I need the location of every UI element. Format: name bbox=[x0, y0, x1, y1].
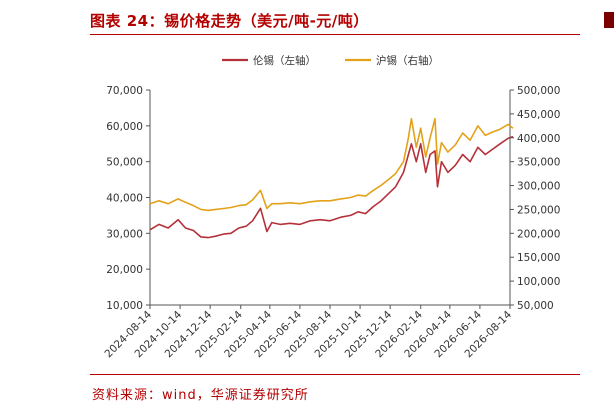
right-tick-label: 250,000 bbox=[517, 204, 560, 216]
right-tick-label: 200,000 bbox=[517, 228, 560, 240]
left-tick-label: 30,000 bbox=[106, 228, 143, 240]
right-tick-label: 350,000 bbox=[517, 157, 560, 169]
left-tick-label: 20,000 bbox=[106, 264, 143, 276]
left-tick-label: 60,000 bbox=[106, 121, 143, 133]
right-tick-label: 50,000 bbox=[517, 300, 554, 312]
x-axis-ticks: 2024-08-142024-10-142024-12-142025-02-14… bbox=[102, 305, 514, 360]
right-tick-label: 500,000 bbox=[517, 85, 560, 97]
series-line-shfe-tin bbox=[149, 117, 514, 212]
plot-area bbox=[149, 90, 514, 306]
series-line-lme-tin bbox=[149, 135, 514, 239]
legend-item-lme-label: 伦锡（左轴） bbox=[253, 54, 316, 67]
legend-item-shfe-label: 沪锡（右轴） bbox=[376, 54, 439, 67]
title-divider bbox=[90, 34, 580, 35]
left-tick-label: 40,000 bbox=[106, 193, 143, 205]
left-tick-label: 70,000 bbox=[106, 85, 143, 97]
page-title: 图表 24：锡价格走势（美元/吨-元/吨） bbox=[90, 12, 369, 30]
right-tick-label: 450,000 bbox=[517, 109, 560, 121]
source-note: 资料来源：wind，华源证券研究所 bbox=[92, 388, 309, 403]
left-tick-label: 10,000 bbox=[106, 300, 143, 312]
right-tick-label: 300,000 bbox=[517, 181, 560, 193]
source-divider bbox=[90, 374, 580, 375]
left-tick-label: 50,000 bbox=[106, 157, 143, 169]
legend: 伦锡（左轴） 沪锡（右轴） bbox=[222, 54, 439, 67]
edge-marker bbox=[604, 12, 614, 28]
right-tick-label: 150,000 bbox=[517, 252, 560, 264]
right-tick-label: 400,000 bbox=[517, 133, 560, 145]
right-axis-ticks: 50,000 100,000 150,000 200,000 250,000 300,00… bbox=[510, 85, 560, 312]
left-axis-ticks: 10,000 20,000 30,000 40,000 50,000 60,000 70,0… bbox=[106, 85, 150, 312]
right-tick-label: 100,000 bbox=[517, 276, 560, 288]
